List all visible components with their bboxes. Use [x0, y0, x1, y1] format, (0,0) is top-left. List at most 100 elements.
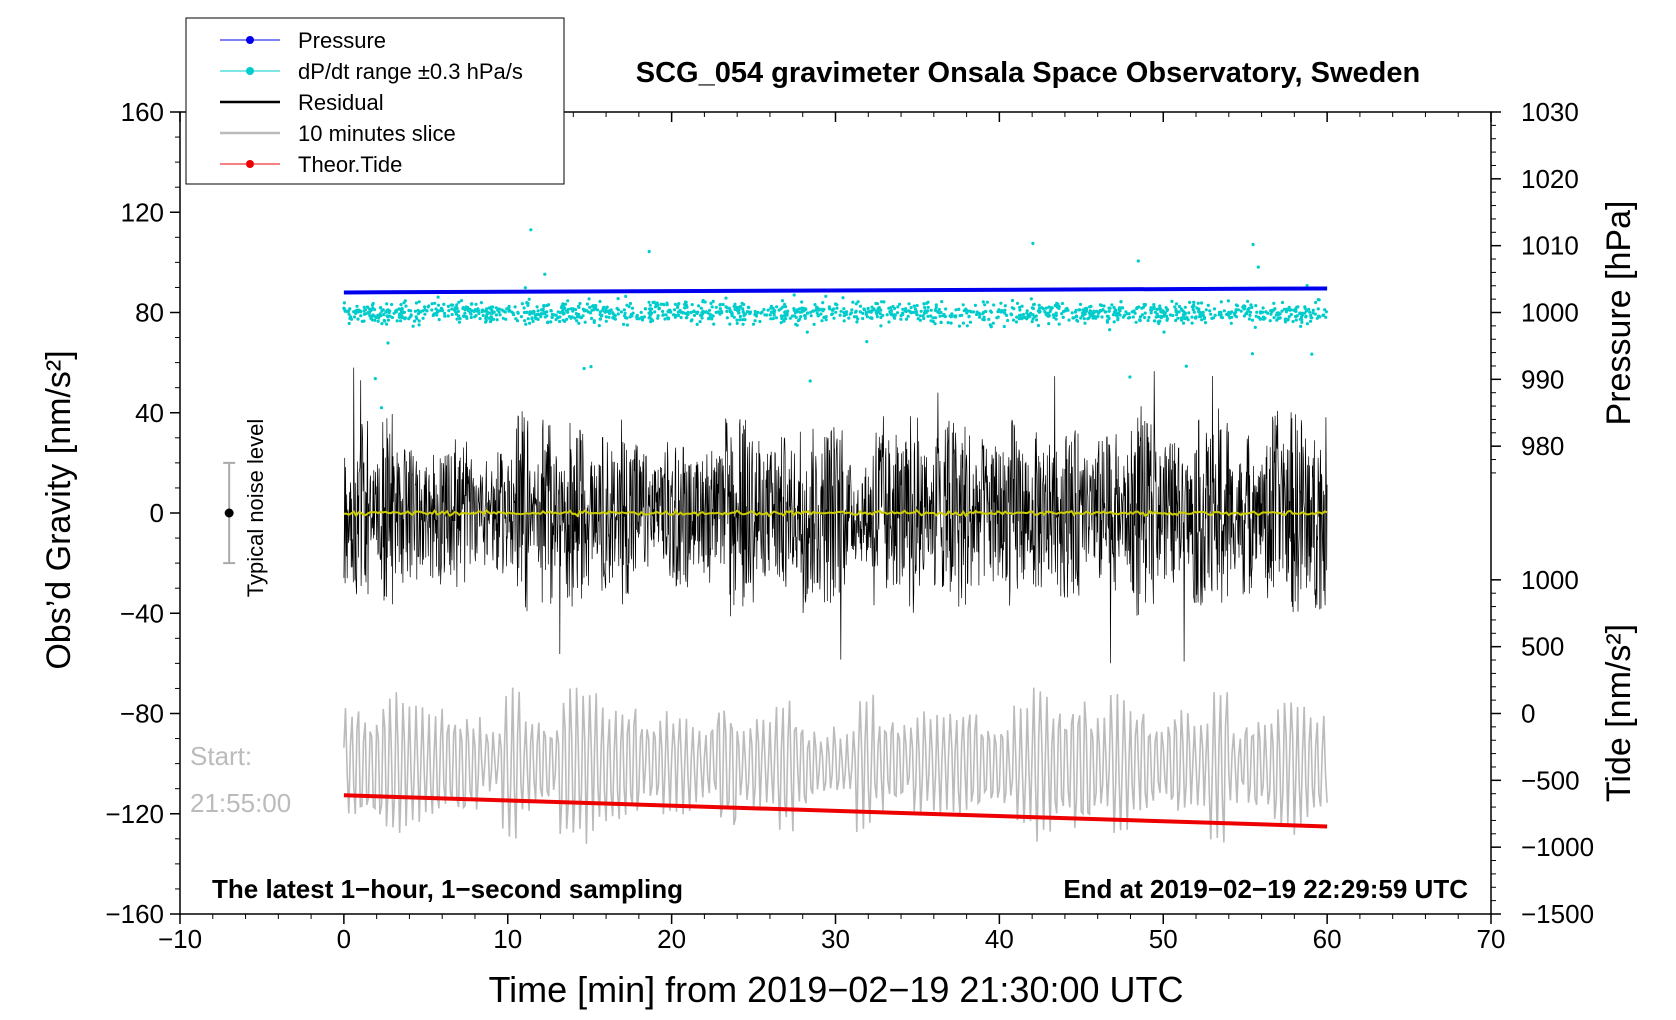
dpdt-point — [1017, 317, 1022, 321]
dpdt-point — [1107, 306, 1111, 310]
dpdt-point — [929, 319, 933, 323]
dpdt-point — [664, 313, 668, 317]
dpdt-point — [835, 306, 839, 310]
dpdt-point — [417, 319, 421, 323]
dpdt-point — [735, 305, 739, 309]
dpdt-point — [1287, 315, 1291, 319]
dpdt-point — [490, 315, 494, 319]
dpdt-point — [1301, 311, 1305, 316]
dpdt-point — [1278, 316, 1282, 320]
residual-series — [343, 367, 1328, 664]
dpdt-point — [370, 307, 375, 311]
dpdt-point — [766, 308, 770, 312]
dpdt-point — [888, 311, 893, 315]
dpdt-point — [746, 305, 751, 309]
dpdt-point — [1153, 310, 1158, 314]
dpdt-point — [1283, 320, 1288, 324]
dpdt-point — [741, 307, 745, 311]
dpdt-point — [403, 316, 408, 320]
dpdt-point — [604, 315, 608, 319]
dpdt-point — [918, 318, 923, 322]
dpdt-point — [1304, 315, 1308, 319]
dpdt-point — [624, 294, 628, 298]
dpdt-point — [1125, 312, 1129, 316]
dpdt-point — [996, 315, 1000, 319]
dpdt-point — [622, 322, 626, 326]
dpdt-point — [1088, 305, 1092, 309]
dpdt-point — [1080, 314, 1084, 318]
dpdt-point — [735, 318, 739, 322]
dpdt-point — [753, 319, 757, 323]
dpdt-point — [1104, 310, 1108, 314]
dpdt-point — [1177, 304, 1181, 309]
dpdt-point — [1254, 304, 1258, 308]
dpdt-point — [1307, 307, 1311, 311]
dpdt-point — [1032, 315, 1036, 319]
dpdt-point — [657, 306, 662, 310]
dpdt-point — [690, 318, 694, 322]
dpdt-point — [1071, 316, 1075, 320]
dpdt-point — [768, 313, 772, 317]
dpdt-point — [820, 319, 824, 323]
dpdt-point — [701, 298, 705, 303]
dpdt-point — [1116, 316, 1120, 320]
dpdt-point — [650, 318, 654, 322]
pressure-axis-label: Pressure [hPa] — [1600, 201, 1638, 426]
dpdt-point — [1314, 300, 1318, 305]
dpdt-point — [522, 306, 526, 310]
dpdt-point — [914, 309, 918, 314]
dpdt-point — [457, 314, 461, 318]
dpdt-point — [977, 315, 982, 319]
dpdt-point — [1067, 318, 1071, 322]
dpdt-point — [954, 308, 958, 312]
dpdt-point — [788, 316, 792, 320]
dpdt-point — [830, 312, 835, 316]
dpdt-point — [656, 314, 660, 318]
dpdt-point — [1006, 318, 1010, 323]
dpdt-point — [1203, 321, 1208, 325]
dpdt-point — [875, 315, 880, 319]
dpdt-point — [1316, 307, 1320, 311]
dpdt-point — [542, 303, 546, 308]
dpdt-point — [1143, 302, 1147, 307]
dpdt-point — [832, 316, 836, 320]
dpdt-point — [912, 304, 916, 308]
dpdt-point — [856, 317, 860, 321]
dpdt-point — [1161, 309, 1165, 313]
dpdt-point — [692, 313, 697, 317]
dpdt-point — [695, 322, 699, 326]
dpdt-point — [931, 316, 935, 320]
dpdt-point — [1009, 312, 1013, 316]
dpdt-point — [834, 310, 838, 314]
dpdt-point — [536, 309, 540, 313]
dpdt-point — [587, 297, 591, 301]
dpdt-point — [1020, 317, 1024, 321]
dpdt-point — [443, 314, 447, 318]
dpdt-point — [1212, 307, 1217, 311]
dpdt-point — [373, 318, 377, 322]
dpdt-point — [455, 303, 459, 307]
dpdt-point — [342, 301, 346, 305]
dpdt-point — [457, 320, 461, 324]
dpdt-point — [417, 323, 421, 327]
legend-label: Pressure — [298, 28, 386, 53]
dpdt-point — [934, 309, 938, 313]
dpdt-point — [842, 319, 846, 323]
dpdt-point — [597, 324, 601, 328]
dpdt-point — [677, 302, 681, 306]
dpdt-point — [647, 300, 651, 304]
pressure-tick-label: 1030 — [1521, 97, 1579, 127]
dpdt-point — [796, 319, 801, 323]
dpdt-point — [437, 318, 441, 322]
dpdt-point — [501, 316, 505, 320]
dpdt-point — [774, 316, 779, 320]
dpdt-point — [1094, 316, 1098, 320]
dpdt-point — [1036, 323, 1040, 328]
dpdt-point — [362, 305, 366, 309]
dpdt-point — [577, 305, 581, 309]
dpdt-point — [539, 312, 544, 316]
dpdt-point — [1051, 313, 1055, 317]
dpdt-point — [529, 228, 533, 232]
dpdt-point — [1176, 316, 1180, 320]
dpdt-point — [1018, 308, 1022, 312]
